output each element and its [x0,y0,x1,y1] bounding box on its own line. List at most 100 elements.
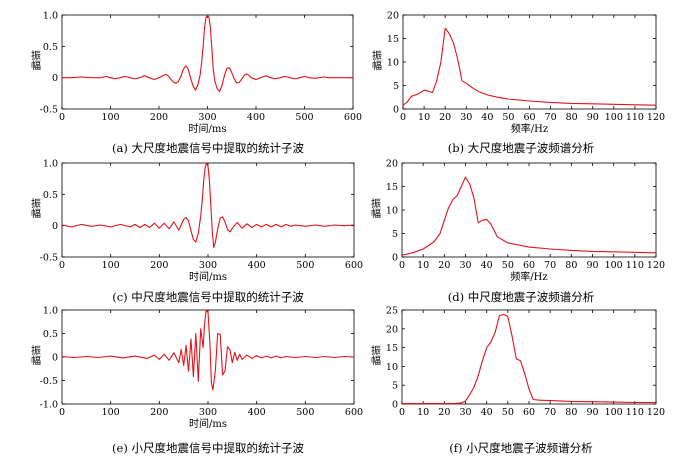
y-tick-label: 1.0 [43,11,58,22]
x-tick-label: 50 [502,407,514,418]
y-tick-label: -1.0 [40,400,58,411]
chart-caption: (d) 中尺度地震子波频谱分析 [448,290,595,304]
y-axis-label: 振幅 [29,197,41,219]
x-tick-label: 400 [248,407,266,418]
x-tick-label: 0 [59,407,65,418]
y-tick-label: 15 [386,182,398,193]
y-tick-label: 0.5 [43,329,58,340]
x-tick-label: 200 [150,407,168,418]
x-tick-label: 110 [626,407,644,418]
x-tick-label: 60 [523,112,535,123]
x-tick-label: 40 [481,112,493,123]
y-tick-label: 20 [386,324,398,335]
x-tick-label: 40 [481,407,493,418]
y-tick-label: 0 [392,400,398,411]
y-axis-label: 振幅 [370,49,382,71]
y-tick-label: 15 [386,343,398,354]
chart-b: 0 10 20 30 40 50 60 70 80 90 100 110 120 0 5 10 15 20 振幅频率… [370,11,666,156]
x-tick-label: 20 [438,407,450,418]
y-axis-label: 振幅 [369,197,381,219]
plot-frame [401,162,657,258]
x-tick-label: 600 [344,112,362,123]
x-tick-label: 80 [565,407,577,418]
chart-e: 0 100 200 300 400 500 600 -1.0 -0.5 0 0.5 1.0 振幅时间/m… [29,306,364,456]
y-tick-label: 20 [387,11,399,22]
series-line [402,27,657,106]
x-tick-label: 500 [295,112,313,123]
x-tick-label: 110 [626,260,644,271]
series-line [401,176,657,256]
x-tick-label: 70 [544,407,556,418]
x-tick-label: 100 [605,260,623,271]
x-tick-label: 200 [150,260,168,271]
chart-f: 0 10 20 30 40 50 60 70 80 90 100 110 120 0 5 10 15 20 25 振幅… [369,306,666,456]
y-tick-label: 5 [392,229,398,240]
x-tick-label: 0 [59,112,65,123]
x-tick-label: 120 [647,407,665,418]
x-tick-label: 300 [199,407,217,418]
y-tick-label: 0 [52,221,58,232]
y-tick-label: 10 [386,206,398,217]
x-tick-label: 500 [296,407,314,418]
y-axis-label: 振幅 [369,344,381,366]
x-tick-label: 30 [459,260,471,271]
chart-caption: (f) 小尺度地震子波频谱分析 [449,441,592,455]
x-tick-label: 20 [438,260,450,271]
x-tick-label: 70 [544,260,556,271]
y-tick-label: 15 [387,34,399,45]
y-axis-label: 振幅 [29,49,41,71]
y-tick-label: -0.5 [40,376,58,387]
series-line [61,162,355,249]
y-tick-label: 0.5 [43,42,58,53]
y-tick-label: -0.5 [40,105,58,116]
x-axis-label: 频率/Hz [511,122,548,135]
x-tick-label: 70 [545,112,557,123]
x-tick-label: 500 [296,260,314,271]
y-tick-label: 1.0 [43,159,58,170]
x-tick-label: 600 [345,260,363,271]
chart-c: 0 100 200 300 400 500 600-0.500.51.0振幅时间/ms(c)… [29,159,364,305]
x-tick-label: 120 [647,260,665,271]
x-tick-label: 10 [417,260,429,271]
x-tick-label: 40 [481,260,493,271]
x-tick-label: 0 [59,260,65,271]
x-tick-label: 80 [565,260,577,271]
x-tick-label: 100 [102,407,120,418]
x-axis-label: 时间/ms [189,417,227,430]
y-tick-label: 5 [393,81,399,92]
y-tick-label: 20 [386,159,398,170]
x-tick-label: 50 [502,112,514,123]
x-tick-label: 100 [605,407,623,418]
chart-caption: (e) 小尺度地震信号中提取的统计子波 [112,441,304,455]
y-tick-label: 0 [393,105,399,116]
plot-frame [61,14,354,110]
x-tick-label: 60 [523,407,535,418]
chart-caption: (b) 大尺度地震子波频谱分析 [448,141,595,155]
y-tick-label: 25 [386,306,398,317]
y-tick-label: 5 [392,381,398,392]
x-tick-label: 600 [345,407,363,418]
x-tick-label: 0 [399,407,405,418]
x-tick-label: 30 [459,407,471,418]
x-tick-label: 50 [502,260,514,271]
x-axis-label: 频率/Hz [510,270,547,283]
series-line [61,309,355,391]
x-tick-label: 300 [199,260,217,271]
x-axis-label: 时间/ms [189,270,227,283]
y-axis-label: 振幅 [29,344,41,366]
y-tick-label: 0 [392,253,398,264]
x-tick-label: 100 [102,260,120,271]
x-tick-label: 400 [247,112,265,123]
x-tick-label: 10 [417,407,429,418]
x-tick-label: 110 [626,112,644,123]
x-tick-label: 120 [647,112,665,123]
x-tick-label: 100 [101,112,119,123]
y-tick-label: 0.5 [43,190,58,201]
x-tick-label: 0 [399,260,405,271]
y-tick-label: -0.5 [40,253,58,264]
chart-caption: (a) 大尺度地震信号中提取的统计子波 [112,141,304,155]
x-tick-label: 80 [566,112,578,123]
x-tick-label: 0 [400,112,406,123]
x-axis-label: 时间/ms [189,122,227,135]
x-tick-label: 10 [418,112,430,123]
